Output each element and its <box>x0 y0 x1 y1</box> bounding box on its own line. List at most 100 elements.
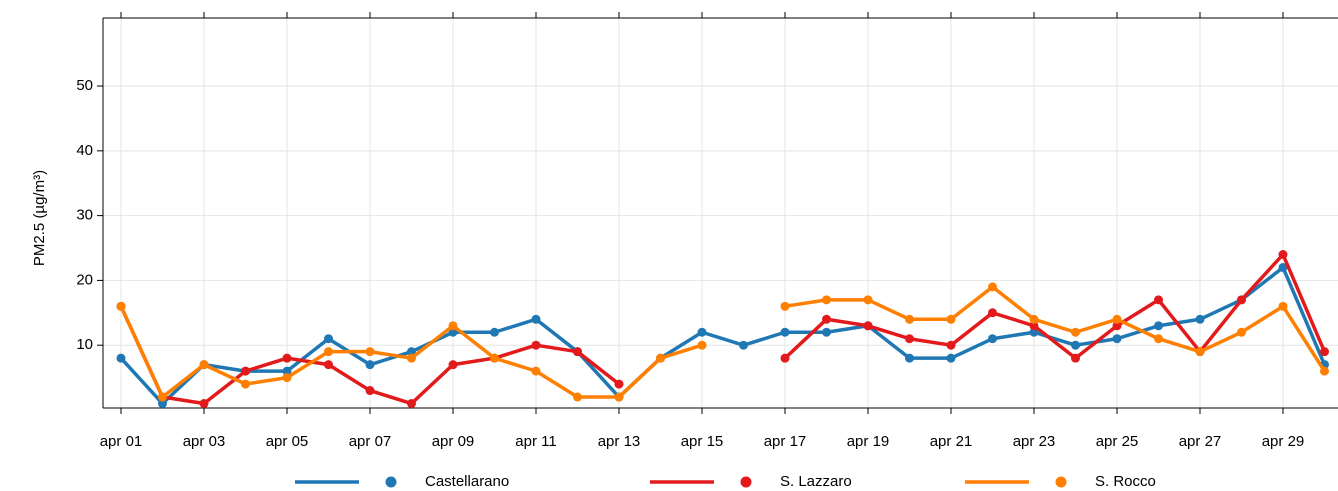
y-tick-label: 10 <box>76 336 93 353</box>
point <box>324 360 333 370</box>
x-tick-label: apr 09 <box>432 433 475 450</box>
point <box>1154 295 1163 305</box>
x-tick-label: apr 13 <box>598 433 641 450</box>
point <box>116 353 126 363</box>
point <box>988 282 997 292</box>
point <box>780 301 790 311</box>
x-tick-label: apr 25 <box>1096 433 1139 450</box>
point <box>946 353 956 363</box>
point <box>241 366 250 376</box>
legend-dot <box>385 476 397 488</box>
point <box>905 314 914 324</box>
point <box>1278 301 1288 311</box>
point <box>946 314 956 324</box>
y-tick-label: 20 <box>76 271 93 288</box>
point <box>988 308 997 318</box>
point <box>1112 314 1122 324</box>
point <box>614 392 624 402</box>
point <box>1112 321 1122 331</box>
point <box>531 340 541 350</box>
point <box>822 295 831 305</box>
x-tick-label: apr 03 <box>183 433 226 450</box>
point <box>1237 295 1246 305</box>
point <box>116 301 126 311</box>
y-axis-label: PM2.5 (µg/m³) <box>31 170 48 266</box>
point <box>1029 314 1039 324</box>
point <box>282 373 292 383</box>
point <box>1071 340 1080 350</box>
point <box>1320 366 1329 376</box>
point <box>490 327 499 337</box>
x-tick-label: apr 19 <box>847 433 890 450</box>
point <box>324 334 333 344</box>
point <box>282 353 292 363</box>
point <box>448 327 458 337</box>
point <box>1071 327 1080 337</box>
point <box>1320 347 1329 357</box>
x-tick-label: apr 05 <box>266 433 309 450</box>
point <box>863 321 873 331</box>
point <box>573 347 582 357</box>
point <box>199 399 209 409</box>
point <box>822 314 831 324</box>
point <box>199 360 209 370</box>
y-tick-label: 30 <box>76 207 93 224</box>
x-tick-label: apr 01 <box>100 433 143 450</box>
point <box>988 334 997 344</box>
point <box>407 399 416 409</box>
y-tick-label: 50 <box>76 77 93 94</box>
point <box>946 340 956 350</box>
point <box>1029 321 1039 331</box>
x-tick-label: apr 27 <box>1179 433 1222 450</box>
point <box>1195 347 1205 357</box>
point <box>656 353 665 363</box>
point <box>365 386 375 396</box>
point <box>407 353 416 363</box>
point <box>822 327 831 337</box>
legend-label: Castellarano <box>425 473 509 490</box>
point <box>531 314 541 324</box>
point <box>241 379 250 389</box>
point <box>614 379 624 389</box>
legend-label: S. Rocco <box>1095 473 1156 490</box>
series-line <box>119 285 1326 399</box>
point <box>905 334 914 344</box>
point <box>697 327 707 337</box>
point <box>573 392 582 402</box>
point <box>1237 327 1246 337</box>
x-tick-label: apr 29 <box>1262 433 1305 450</box>
point <box>365 360 375 370</box>
x-tick-label: apr 11 <box>515 433 556 450</box>
y-tick-label: 40 <box>76 142 93 159</box>
point <box>158 399 167 409</box>
point <box>1029 327 1039 337</box>
point <box>448 360 458 370</box>
point <box>324 347 333 357</box>
x-tick-label: apr 21 <box>930 433 973 450</box>
legend-label: S. Lazzaro <box>780 473 852 490</box>
point <box>448 321 458 331</box>
point <box>1278 262 1288 272</box>
point <box>1154 334 1163 344</box>
point <box>863 295 873 305</box>
point <box>780 353 790 363</box>
legend-dot <box>740 476 752 488</box>
point <box>905 353 914 363</box>
point <box>1112 334 1122 344</box>
point <box>1278 249 1288 259</box>
point <box>697 340 707 350</box>
point <box>780 327 790 337</box>
point <box>365 347 375 357</box>
point <box>158 392 167 402</box>
point <box>282 366 292 376</box>
point <box>1195 314 1205 324</box>
point <box>1154 321 1163 331</box>
series-line <box>119 265 1327 406</box>
legend-dot <box>1055 476 1067 488</box>
point <box>531 366 541 376</box>
point <box>490 353 499 363</box>
point <box>739 340 748 350</box>
x-tick-label: apr 15 <box>681 433 724 450</box>
x-tick-label: apr 17 <box>764 433 807 450</box>
